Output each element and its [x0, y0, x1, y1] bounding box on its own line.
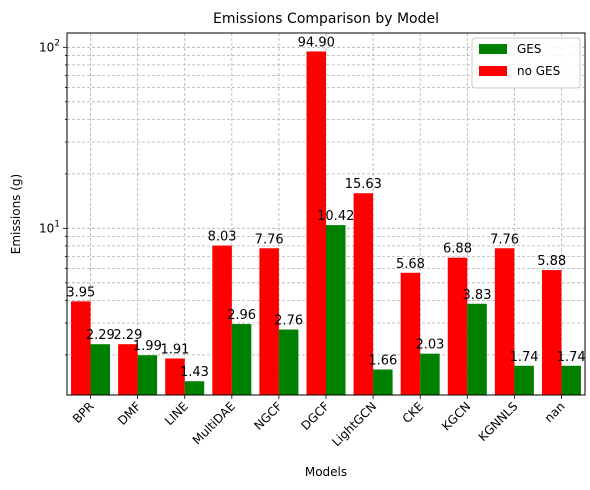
bar-ges [467, 303, 487, 395]
data-label: 1.99 [133, 339, 162, 354]
y-axis-title: Emissions (g) [9, 174, 23, 254]
bar-ges [561, 365, 581, 395]
data-label: 2.03 [415, 338, 444, 353]
x-tick-label: KGNNLS [476, 399, 521, 444]
data-label: 2.29 [86, 328, 115, 343]
data-label: 1.74 [557, 350, 586, 365]
x-tick-label: LightGCN [329, 399, 379, 449]
y-tick-label: 101 [39, 219, 60, 235]
x-tick-label: LINE [162, 399, 191, 428]
bar-ges [420, 353, 440, 395]
bar-ges [184, 381, 205, 395]
y-tick-label: 102 [39, 38, 60, 54]
data-label: 3.83 [463, 288, 492, 303]
data-label: 7.76 [255, 232, 284, 247]
bar-no-ges [400, 272, 421, 395]
x-tick-label: DMF [115, 399, 144, 428]
legend-swatch [479, 44, 507, 54]
bars [71, 51, 581, 395]
x-tick-label: KGCN [439, 399, 473, 433]
bar-no-ges [494, 248, 515, 395]
data-label: 5.88 [537, 254, 566, 269]
bar-ges [278, 329, 299, 395]
x-tick-label: nan [542, 399, 568, 425]
data-label: 8.03 [208, 230, 237, 245]
data-label: 3.95 [66, 285, 95, 300]
bar-ges [326, 225, 346, 395]
bar-no-ges [212, 245, 232, 395]
x-tick-label: DGCF [298, 399, 332, 433]
data-label: 2.76 [274, 314, 303, 329]
data-label: 1.43 [180, 365, 209, 380]
bar-no-ges [306, 51, 326, 395]
bar-ges [90, 344, 111, 395]
bar-no-ges [71, 301, 91, 395]
data-label: 7.76 [490, 232, 519, 247]
data-label: 10.42 [317, 209, 354, 224]
bar-no-ges [259, 248, 279, 395]
data-label: 94.90 [298, 35, 335, 50]
legend-label: no GES [517, 64, 560, 78]
bar-no-ges [447, 257, 468, 395]
bar-no-ges [165, 358, 185, 395]
legend-label: GES [517, 42, 542, 56]
data-label: 5.68 [396, 257, 425, 272]
bar-ges [137, 355, 158, 395]
bar-ges [373, 369, 393, 395]
data-labels: 3.952.292.291.991.911.438.032.967.762.76… [66, 35, 585, 380]
data-label: 15.63 [345, 177, 382, 192]
bar-no-ges [353, 193, 374, 395]
data-label: 2.29 [113, 328, 142, 343]
x-tick-label: MultiDAE [190, 399, 238, 447]
data-label: 1.66 [368, 353, 397, 368]
legend-swatch [479, 66, 507, 76]
legend: GES no GES [471, 37, 581, 89]
bar-ges [231, 324, 252, 395]
x-tick-label: CKE [400, 399, 427, 426]
data-label: 2.96 [227, 308, 256, 323]
data-label: 1.74 [510, 350, 539, 365]
y-axis: 101 102 [39, 38, 67, 356]
x-tick-label: NGCF [251, 399, 285, 433]
bar-no-ges [541, 270, 562, 395]
bar-no-ges [118, 344, 138, 395]
data-label: 1.91 [161, 342, 190, 357]
x-tick-label: BPR [70, 399, 97, 426]
x-axis-title: Models [305, 465, 347, 479]
data-label: 6.88 [443, 242, 472, 257]
chart-title: Emissions Comparison by Model [213, 11, 439, 27]
bar-ges [514, 365, 534, 395]
